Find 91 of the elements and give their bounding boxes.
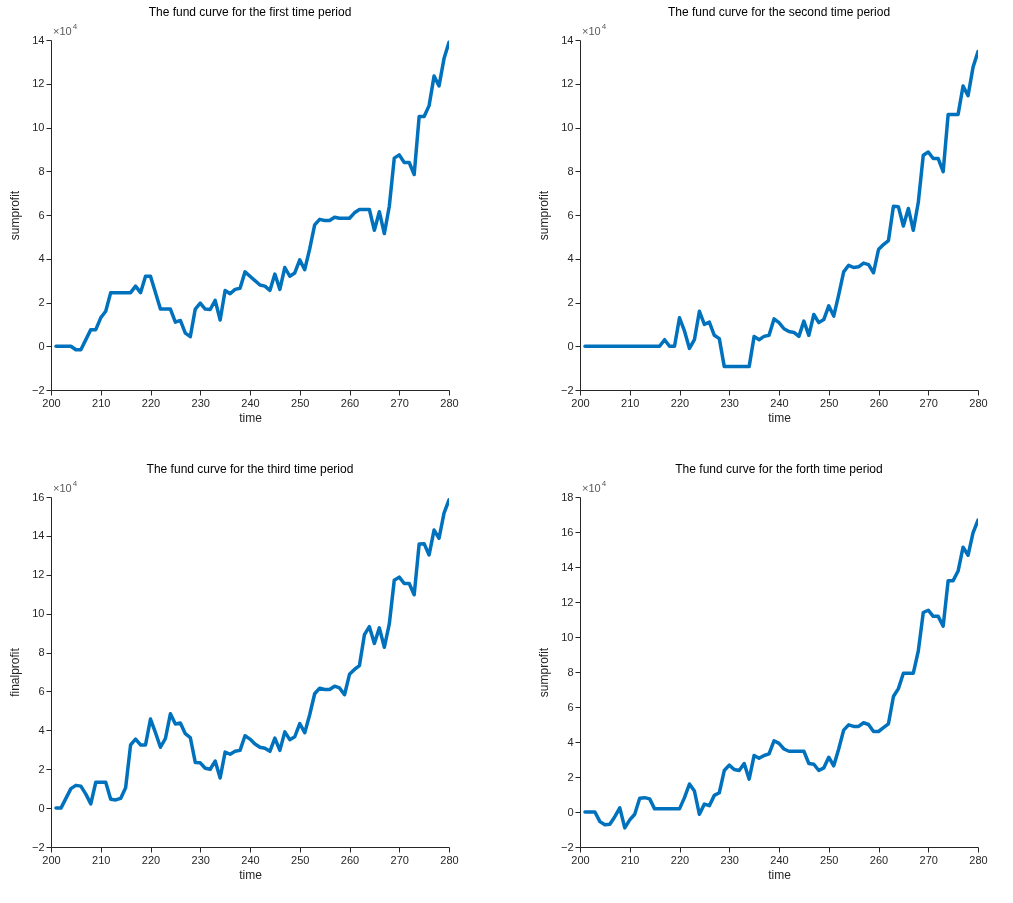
x-tick-label: 200	[42, 853, 61, 866]
x-tick-label: 270	[919, 853, 938, 866]
x-tick-label: 250	[291, 853, 310, 866]
y-tick-label: 10	[561, 121, 574, 133]
chart-title: The fund curve for the first time period	[148, 5, 352, 19]
y-tick-label: 18	[561, 490, 574, 503]
x-tick-label: 250	[291, 396, 310, 409]
x-tick-label: 210	[621, 396, 640, 409]
y-tick-label: 2	[38, 296, 45, 308]
y-tick-label: 14	[561, 560, 574, 573]
x-tick-label: 240	[241, 853, 260, 866]
y-tick-label: −2	[31, 383, 45, 396]
chart-title: The fund curve for the forth time period	[675, 462, 883, 476]
y-tick-label: −2	[560, 383, 574, 396]
y-tick-label: 8	[38, 164, 45, 177]
x-tick-label: 240	[770, 396, 789, 409]
y-tick-label: −2	[31, 840, 45, 853]
y-tick-label: 6	[567, 700, 574, 713]
x-tick-label: 280	[440, 853, 459, 866]
y-axis-title: sumprofit	[7, 190, 22, 241]
x-tick-label: 250	[820, 396, 839, 409]
x-tick-label: 220	[670, 853, 690, 866]
y-axis-title: sumprofit	[536, 190, 551, 241]
x-tick-label: 280	[440, 396, 459, 409]
x-tick-label: 220	[141, 396, 161, 409]
y-tick-label: 8	[567, 665, 574, 678]
x-tick-label: 210	[92, 853, 111, 866]
x-tick-label: 230	[191, 396, 210, 409]
y-tick-label: 16	[32, 490, 45, 503]
line-series	[54, 40, 449, 352]
chart-title: The fund curve for the second time period	[667, 5, 891, 19]
x-tick-label: 210	[92, 396, 111, 409]
x-tick-label: 250	[820, 853, 839, 866]
y-tick-label: 6	[38, 208, 45, 221]
y-tick-label: 6	[38, 684, 45, 697]
y-tick-label: 6	[567, 208, 574, 221]
x-tick-label: 260	[869, 396, 889, 409]
y-tick-label: 8	[567, 164, 574, 177]
y-tick-label: 4	[567, 735, 574, 748]
x-tick-label: 220	[141, 853, 161, 866]
y-tick-label: 8	[38, 646, 45, 659]
x-tick-label: 260	[340, 396, 360, 409]
x-tick-label: 230	[191, 853, 210, 866]
y-tick-label: 0	[567, 339, 574, 352]
y-tick-label: 2	[38, 762, 45, 775]
y-tick-label: 12	[32, 568, 45, 581]
y-tick-label: 14	[561, 33, 574, 46]
y-tick-label: 12	[561, 595, 574, 608]
y-tick-label: 0	[38, 339, 45, 352]
x-axis-title: time	[768, 867, 792, 882]
x-tick-label: 280	[969, 396, 988, 409]
y-tick-label: 16	[561, 525, 574, 538]
y-tick-label: 0	[567, 805, 574, 818]
x-axis-title: time	[239, 867, 263, 882]
x-tick-label: 230	[720, 853, 739, 866]
y-axis-title: sumprofit	[536, 647, 551, 698]
y-tick-label: −2	[560, 840, 574, 853]
y-axis-title: finalprofit	[7, 647, 22, 697]
x-axis-title: time	[768, 410, 792, 425]
y-tick-label: 4	[38, 723, 45, 736]
y-tick-label: 10	[32, 607, 45, 620]
y-tick-label: 4	[38, 252, 45, 265]
y-tick-label: 10	[32, 121, 45, 133]
y-tick-label: 12	[32, 77, 45, 90]
x-tick-label: 270	[919, 396, 938, 409]
x-tick-label: 260	[340, 853, 360, 866]
y-tick-label: 2	[567, 296, 574, 308]
y-tick-label: 14	[32, 33, 45, 46]
x-tick-label: 260	[869, 853, 889, 866]
x-tick-label: 210	[621, 853, 640, 866]
x-tick-label: 220	[670, 396, 690, 409]
x-tick-label: 270	[390, 853, 409, 866]
y-tick-label: 14	[32, 529, 45, 542]
y-tick-label: 2	[567, 770, 574, 783]
x-axis-title: time	[239, 410, 263, 425]
chart-title: The fund curve for the third time period	[146, 462, 354, 476]
x-tick-label: 280	[969, 853, 988, 866]
x-tick-label: 200	[571, 396, 590, 409]
line-series	[54, 498, 449, 810]
x-tick-label: 200	[571, 853, 590, 866]
line-series	[583, 49, 978, 369]
line-series	[583, 518, 978, 830]
y-tick-label: 10	[561, 630, 574, 643]
y-tick-label: 0	[38, 801, 45, 814]
x-tick-label: 270	[390, 396, 409, 409]
y-tick-label: 4	[567, 252, 574, 265]
x-tick-label: 230	[720, 396, 739, 409]
y-tick-label: 12	[561, 77, 574, 90]
x-tick-label: 200	[42, 396, 61, 409]
x-tick-label: 240	[241, 396, 260, 409]
x-tick-label: 240	[770, 853, 789, 866]
